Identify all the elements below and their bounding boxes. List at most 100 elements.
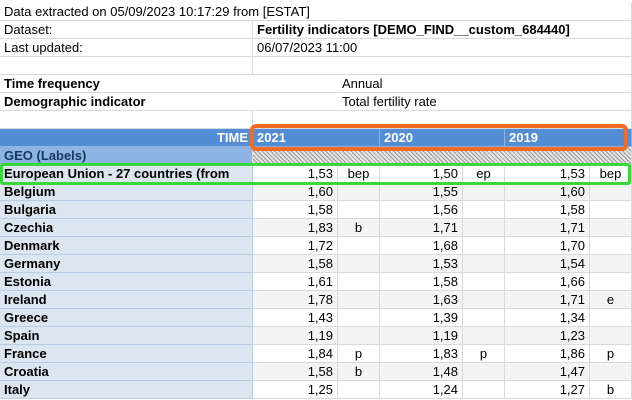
value-cell: 1,58 [253,201,338,219]
flag-cell: p [338,345,380,363]
extraction-note: Data extracted on 05/09/2023 10:17:29 fr… [0,3,338,21]
value-cell: 1,54 [505,255,590,273]
geo-label: Estonia [0,273,253,291]
value-cell: 1,53 [253,165,338,183]
value-cell: 1,47 [505,363,590,381]
cell [253,111,632,129]
flag-cell [463,237,505,255]
value-cell: 1,83 [253,219,338,237]
flag-cell: bep [338,165,380,183]
geo-header: GEO (Labels) [0,147,253,165]
geo-label: Italy [0,381,253,399]
value-cell: 1,53 [380,255,463,273]
value-cell: 1,56 [380,201,463,219]
geo-label: Croatia [0,363,253,381]
value-cell: 1,48 [380,363,463,381]
flag-cell [590,219,632,237]
value-cell: 1,70 [505,237,590,255]
value-cell: 1,71 [505,219,590,237]
filter-value: Total fertility rate [338,93,632,111]
value-cell: 1,71 [380,219,463,237]
flag-cell [590,309,632,327]
value-cell: 1,78 [253,291,338,309]
flag-cell [338,327,380,345]
flag-cell [590,255,632,273]
flag-cell [590,201,632,219]
value-cell: 1,58 [253,255,338,273]
value-cell: 1,50 [380,165,463,183]
flag-cell: e [590,291,632,309]
value-cell: 1,24 [380,381,463,399]
flag-cell [463,183,505,201]
value-cell: 1,60 [505,183,590,201]
filter-value: Annual [338,75,632,93]
dataset-value: Fertility indicators [DEMO_FIND__custom_… [253,21,632,39]
value-cell: 1,58 [505,201,590,219]
flag-cell [590,327,632,345]
value-cell: 1,43 [253,309,338,327]
value-cell: 1,71 [505,291,590,309]
value-cell: 1,19 [253,327,338,345]
flag-cell [463,381,505,399]
geo-label: Germany [0,255,253,273]
flag-cell [338,273,380,291]
geo-label: Greece [0,309,253,327]
flag-cell [338,183,380,201]
flag-cell [338,201,380,219]
value-cell: 1,60 [253,183,338,201]
flag-cell [338,237,380,255]
value-cell: 1,66 [505,273,590,291]
flag-cell [590,237,632,255]
time-header: TIME [0,129,253,147]
flag-cell [463,255,505,273]
value-cell: 1,55 [380,183,463,201]
value-cell: 1,53 [505,165,590,183]
dataset-label: Dataset: [0,21,253,39]
value-cell: 1,58 [253,363,338,381]
value-cell: 1,39 [380,309,463,327]
filter-label: Time frequency [0,75,338,93]
cell [338,3,632,21]
value-cell: 1,63 [380,291,463,309]
flag-cell: p [590,345,632,363]
geo-label: Spain [0,327,253,345]
flag-cell [463,219,505,237]
flag-cell [463,201,505,219]
flag-cell [463,363,505,381]
value-cell: 1,58 [380,273,463,291]
geo-label: Bulgaria [0,201,253,219]
flag-cell: b [590,381,632,399]
value-cell: 1,25 [253,381,338,399]
geo-label: Belgium [0,183,253,201]
flag-cell [463,309,505,327]
flag-cell: p [463,345,505,363]
flag-cell: b [338,219,380,237]
flag-cell [338,381,380,399]
value-cell: 1,61 [253,273,338,291]
flag-cell [463,327,505,345]
flag-cell [338,309,380,327]
flag-cell [590,273,632,291]
updated-value: 06/07/2023 11:00 [253,39,632,57]
value-cell: 1,84 [253,345,338,363]
updated-label: Last updated: [0,39,253,57]
flag-cell [463,273,505,291]
value-cell: 1,86 [505,345,590,363]
flag-cell: bep [590,165,632,183]
hatch-fill [253,147,632,165]
geo-label: Czechia [0,219,253,237]
year-header: 2020 [380,129,505,147]
geo-label: European Union - 27 countries (from [0,165,253,183]
year-header: 2019 [505,129,632,147]
value-cell: 1,83 [380,345,463,363]
flag-cell [590,363,632,381]
flag-cell [338,291,380,309]
flag-cell [338,255,380,273]
cell [0,57,253,75]
geo-label: France [0,345,253,363]
cell [0,111,253,129]
value-cell: 1,68 [380,237,463,255]
value-cell: 1,27 [505,381,590,399]
cell [253,57,632,75]
